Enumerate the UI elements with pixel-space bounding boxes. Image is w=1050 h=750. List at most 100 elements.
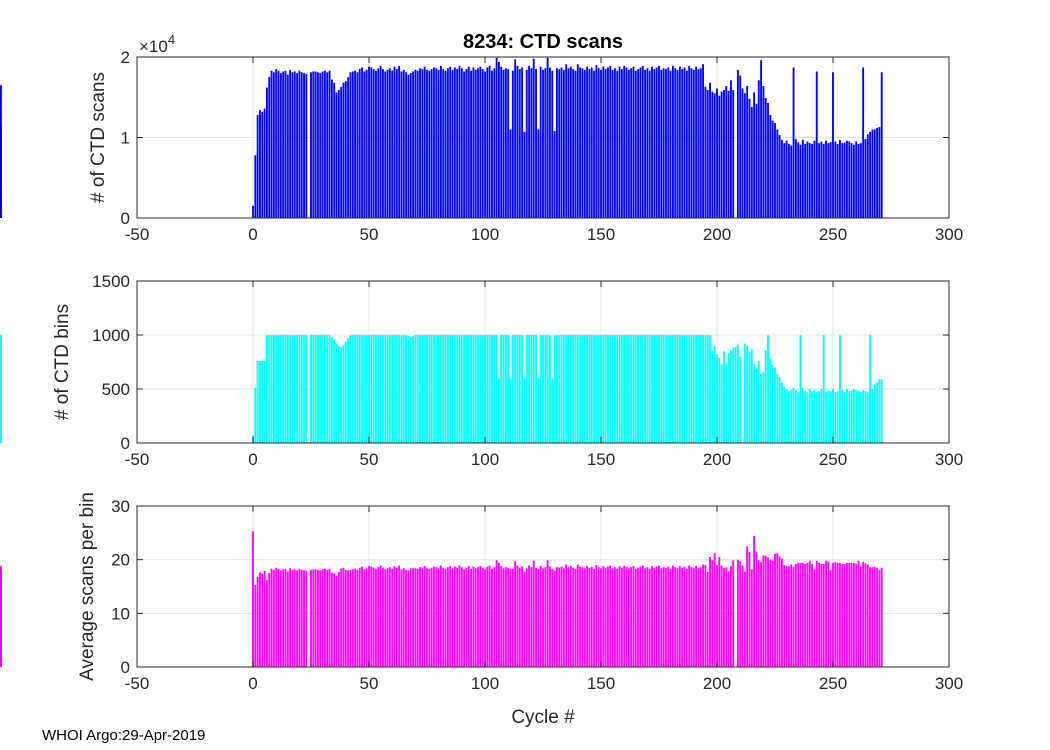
bar-avg-scans — [667, 566, 670, 667]
bar-ctd-bins — [785, 389, 788, 443]
bar-avg-scans — [555, 567, 558, 667]
bar-avg-scans — [305, 570, 308, 667]
bar-ctd-scans — [442, 69, 445, 218]
bar-ctd-bins — [349, 335, 352, 443]
bar-avg-scans — [528, 565, 531, 667]
bar-ctd-scans — [750, 106, 753, 218]
bar-ctd-scans — [335, 92, 338, 218]
bar-ctd-bins — [518, 335, 521, 443]
bar-avg-scans — [757, 560, 760, 667]
bar-ctd-bins — [630, 335, 633, 443]
bar-ctd-bins — [644, 335, 647, 443]
bar-avg-scans — [412, 568, 415, 667]
bar-ctd-scans — [539, 66, 542, 218]
bar-ctd-scans — [808, 143, 811, 218]
bar-ctd-scans — [848, 141, 851, 218]
bar-avg-scans — [595, 565, 598, 667]
bar-avg-scans — [333, 573, 336, 667]
bar-avg-scans — [660, 568, 663, 667]
bar-avg-scans — [456, 567, 459, 667]
bar-avg-scans — [850, 562, 853, 667]
bar-ctd-scans — [270, 70, 273, 218]
bar-ctd-bins — [370, 335, 373, 443]
bar-ctd-bins — [718, 357, 721, 443]
bar-avg-scans — [658, 565, 660, 667]
bar-avg-scans — [567, 567, 570, 667]
bar-ctd-scans — [576, 64, 579, 218]
bar-avg-scans — [690, 567, 693, 667]
bar-ctd-scans — [836, 143, 839, 218]
bar-ctd-scans — [665, 69, 667, 218]
bar-ctd-bins — [330, 337, 333, 443]
bar-avg-scans — [674, 567, 677, 667]
bar-ctd-bins — [762, 371, 765, 443]
bar-ctd-bins — [467, 335, 470, 443]
bar-ctd-bins — [658, 335, 660, 443]
bar-ctd-scans — [549, 67, 551, 218]
bar-ctd-bins — [528, 335, 531, 443]
bar-ctd-scans — [567, 68, 570, 219]
bar-avg-scans — [727, 571, 730, 667]
bar-ctd-bins — [597, 335, 600, 443]
bar-ctd-bins — [342, 344, 345, 443]
bar-ctd-bins — [776, 373, 779, 443]
bar-avg-scans — [799, 562, 802, 667]
bar-ctd-scans — [685, 70, 688, 218]
bar-ctd-scans — [755, 103, 758, 218]
bar-avg-scans — [862, 561, 865, 667]
bar-ctd-scans — [433, 67, 435, 218]
bar-ctd-bins — [671, 335, 674, 443]
bar-ctd-bins — [261, 360, 264, 443]
bar-avg-scans — [651, 566, 653, 667]
bar-ctd-scans — [497, 61, 500, 218]
bar-ctd-bins — [525, 335, 528, 443]
bar-ctd-scans — [421, 69, 424, 218]
bar-ctd-bins — [303, 335, 305, 443]
bar-avg-scans — [532, 560, 535, 667]
x-tick-label: 50 — [360, 674, 379, 693]
bar-ctd-scans — [484, 71, 486, 219]
bar-avg-scans — [330, 572, 333, 667]
bar-avg-scans — [428, 568, 431, 667]
bar-ctd-bins — [321, 335, 324, 443]
bar-ctd-scans — [778, 135, 781, 218]
bar-ctd-scans — [535, 69, 537, 218]
bar-avg-scans — [746, 546, 749, 667]
bar-ctd-bins — [449, 335, 452, 443]
bar-ctd-scans — [692, 69, 695, 218]
bar-ctd-scans — [451, 69, 454, 218]
bar-ctd-scans — [330, 79, 333, 218]
bar-avg-scans — [296, 570, 299, 667]
bar-avg-scans — [484, 569, 486, 667]
bar-ctd-scans — [794, 139, 797, 218]
bar-ctd-scans — [671, 65, 674, 218]
bar-avg-scans — [504, 567, 507, 667]
bar-ctd-scans — [727, 90, 730, 218]
bar-ctd-bins — [862, 390, 865, 443]
bar-ctd-scans — [409, 73, 412, 218]
bar-avg-scans — [864, 563, 867, 667]
bar-ctd-scans — [767, 102, 769, 218]
bar-ctd-bins — [836, 391, 839, 443]
bar-avg-scans — [797, 562, 800, 667]
bar-ctd-scans — [818, 143, 821, 218]
bar-ctd-bins — [880, 379, 883, 443]
bar-ctd-scans — [472, 67, 475, 218]
bar-ctd-bins — [426, 335, 428, 443]
bar-ctd-scans — [481, 69, 484, 218]
bar-ctd-scans — [560, 67, 563, 218]
bar-avg-scans — [625, 566, 628, 667]
bar-ctd-bins — [723, 351, 725, 443]
bar-avg-scans — [488, 565, 491, 667]
bar-ctd-scans — [252, 205, 254, 218]
bar-ctd-scans — [781, 139, 783, 218]
bar-avg-scans — [792, 566, 795, 667]
bar-ctd-scans — [377, 68, 380, 219]
bar-avg-scans — [876, 567, 879, 667]
bar-ctd-scans — [525, 69, 528, 218]
bar-avg-scans — [834, 561, 837, 667]
bar-ctd-scans — [344, 81, 347, 219]
bar-ctd-scans — [651, 66, 653, 218]
bar-ctd-bins — [787, 391, 790, 443]
